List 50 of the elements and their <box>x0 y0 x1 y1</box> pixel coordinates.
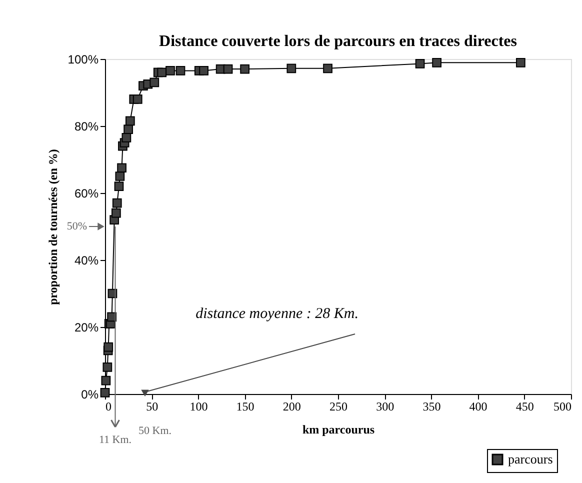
point <box>415 59 425 68</box>
point <box>124 124 133 134</box>
chart-title: Distance couverte lors de parcours en traces directes <box>159 33 517 50</box>
y-tick-label: 80% <box>74 120 99 134</box>
point <box>100 388 110 398</box>
y-tick-label: 20% <box>74 320 99 334</box>
point <box>101 376 111 386</box>
point <box>117 163 126 173</box>
point <box>199 66 208 76</box>
x-tick-label: 150 <box>236 400 254 414</box>
point <box>125 116 135 126</box>
x-tick-label: 50 <box>146 400 158 414</box>
y-axis-title: proportion de tournées (en %) <box>46 149 60 305</box>
annotation: distance moyenne : 28 Km. <box>196 306 358 322</box>
x-tick-label: 400 <box>469 400 488 414</box>
ref-line-label: 11 Km. <box>98 434 132 446</box>
x-tick-label: 300 <box>376 400 394 414</box>
y-tick-label: 0% <box>81 388 99 402</box>
y-tick-label: 60% <box>74 186 99 200</box>
x-tick-label: 200 <box>282 400 301 414</box>
point <box>122 133 132 142</box>
x-axis-title: km parcourus <box>302 422 375 436</box>
point <box>132 94 142 104</box>
x-tick-label: 250 <box>330 400 348 414</box>
point <box>102 362 112 372</box>
point <box>150 78 160 88</box>
point <box>112 208 121 218</box>
ref-line-label: 50% <box>66 220 87 232</box>
point <box>432 58 442 68</box>
point <box>516 58 526 68</box>
x-tick-label: 350 <box>422 400 441 414</box>
y-tick-label: 100% <box>68 52 99 66</box>
point <box>166 66 175 76</box>
point <box>176 66 186 76</box>
legend-label: parcours <box>508 452 553 466</box>
x-tick-label: 0 <box>106 400 112 414</box>
point <box>240 64 250 74</box>
x-tick-label: 100 <box>190 400 208 414</box>
point <box>286 64 296 74</box>
x-tick-label: 500 <box>554 400 572 414</box>
point <box>115 172 125 181</box>
point <box>104 342 114 352</box>
point <box>114 182 124 191</box>
point <box>223 64 233 74</box>
point <box>112 198 122 208</box>
x-tick-label: 450 <box>516 400 534 414</box>
y-tick-label: 40% <box>74 254 99 268</box>
point <box>157 68 167 78</box>
text: 50 Km. <box>138 425 172 437</box>
point <box>323 64 332 74</box>
